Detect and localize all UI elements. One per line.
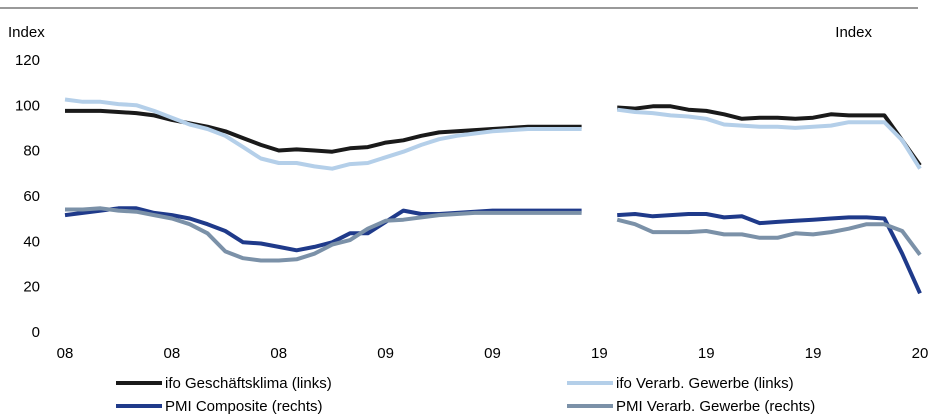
x-tick-label: 08 — [270, 345, 287, 362]
y-tick-label: 60 — [23, 188, 40, 205]
series-line — [64, 206, 582, 253]
series-line — [616, 107, 922, 170]
series-line — [616, 217, 922, 256]
x-tick-label: 19 — [698, 345, 715, 362]
legend-label: PMI Composite (rechts) — [165, 398, 323, 415]
y-tick-label: 120 — [15, 52, 40, 69]
y-tick-label: 100 — [15, 97, 40, 114]
y-tick-label: 40 — [23, 233, 40, 250]
series-line — [65, 108, 582, 154]
y-axis-label: Index — [8, 24, 45, 41]
y2-axis-label: Index — [835, 24, 872, 41]
x-tick-label: 20 — [912, 345, 929, 362]
y-tick-label: 20 — [23, 279, 40, 296]
series-line — [617, 212, 922, 295]
x-tick-label: 19 — [591, 345, 608, 362]
x-tick-label: 09 — [484, 345, 501, 362]
x-tick-label: 08 — [164, 345, 181, 362]
series-line — [64, 97, 582, 171]
series-line — [65, 206, 582, 263]
y-tick-label: 80 — [23, 143, 40, 160]
x-tick-label: 08 — [57, 345, 74, 362]
y-tick-label: 0 — [32, 324, 40, 341]
legend-label: PMI Verarb. Gewerbe (rechts) — [616, 398, 815, 415]
series-line — [617, 104, 922, 167]
x-tick-label: 19 — [805, 345, 822, 362]
legend-label: ifo Verarb. Gewerbe (links) — [616, 375, 794, 392]
legend-label: ifo Geschäftsklima (links) — [165, 375, 332, 392]
x-tick-label: 09 — [377, 345, 394, 362]
